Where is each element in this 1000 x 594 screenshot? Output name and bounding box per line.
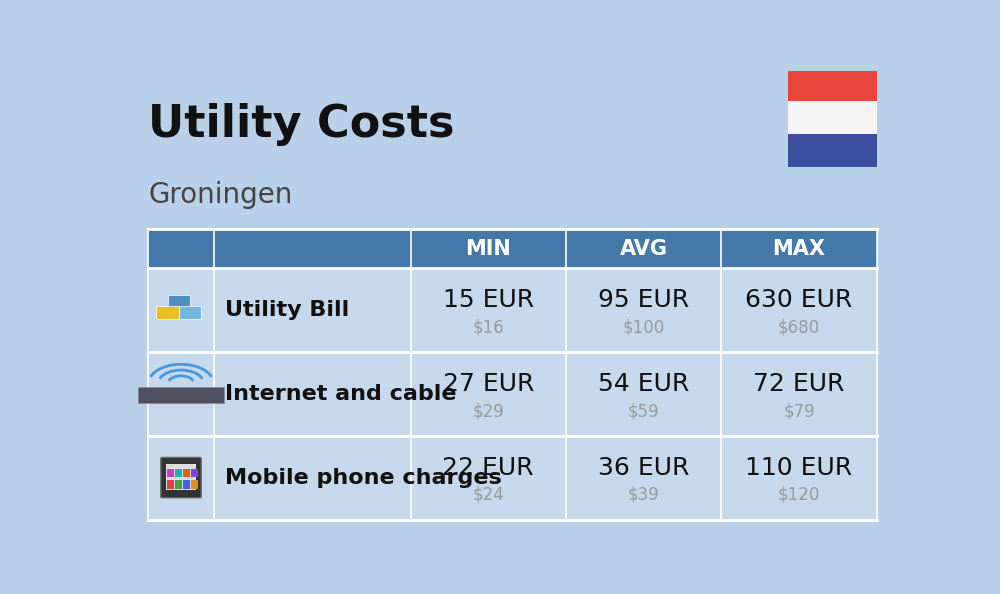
Text: 54 EUR: 54 EUR (598, 372, 689, 396)
Text: $29: $29 (472, 402, 504, 420)
Text: Mobile phone charges: Mobile phone charges (225, 467, 502, 488)
Bar (168, 295, 190, 308)
Bar (788, 134, 877, 167)
Text: $120: $120 (778, 486, 820, 504)
Bar (191, 481, 198, 488)
Text: MAX: MAX (773, 239, 826, 258)
Bar (148, 352, 877, 435)
Text: $16: $16 (472, 318, 504, 336)
Text: 95 EUR: 95 EUR (598, 288, 689, 312)
Bar (151, 361, 211, 426)
Bar (788, 101, 877, 134)
Text: $79: $79 (783, 402, 815, 420)
Bar (151, 445, 211, 510)
Text: 72 EUR: 72 EUR (753, 372, 845, 396)
Text: $680: $680 (778, 318, 820, 336)
Bar (151, 277, 211, 343)
Text: Utility Bill: Utility Bill (225, 300, 350, 320)
Text: AVG: AVG (620, 239, 668, 258)
Bar (191, 469, 198, 477)
Bar (148, 268, 877, 352)
Bar (183, 481, 190, 488)
Text: 36 EUR: 36 EUR (598, 456, 689, 479)
Text: Groningen: Groningen (148, 181, 293, 209)
Bar (166, 464, 196, 490)
Text: $39: $39 (628, 486, 660, 504)
Text: 110 EUR: 110 EUR (745, 456, 853, 479)
Text: MIN: MIN (465, 239, 511, 258)
Bar (175, 481, 182, 488)
Text: Internet and cable: Internet and cable (225, 384, 457, 404)
Bar (167, 469, 174, 477)
Bar (788, 68, 877, 101)
Text: $59: $59 (628, 402, 659, 420)
FancyBboxPatch shape (161, 457, 201, 498)
Text: Utility Costs: Utility Costs (148, 103, 455, 146)
Bar (167, 481, 174, 488)
Bar (175, 469, 182, 477)
Text: 15 EUR: 15 EUR (443, 288, 534, 312)
Text: 22 EUR: 22 EUR (442, 456, 534, 479)
Text: $24: $24 (472, 486, 504, 504)
Text: $100: $100 (623, 318, 665, 336)
Text: 630 EUR: 630 EUR (745, 288, 853, 312)
Bar (148, 435, 877, 520)
Bar (148, 229, 877, 268)
Bar (179, 306, 201, 319)
Text: 27 EUR: 27 EUR (443, 372, 534, 396)
Bar (156, 306, 179, 319)
Bar (138, 387, 224, 403)
Bar (183, 469, 190, 477)
